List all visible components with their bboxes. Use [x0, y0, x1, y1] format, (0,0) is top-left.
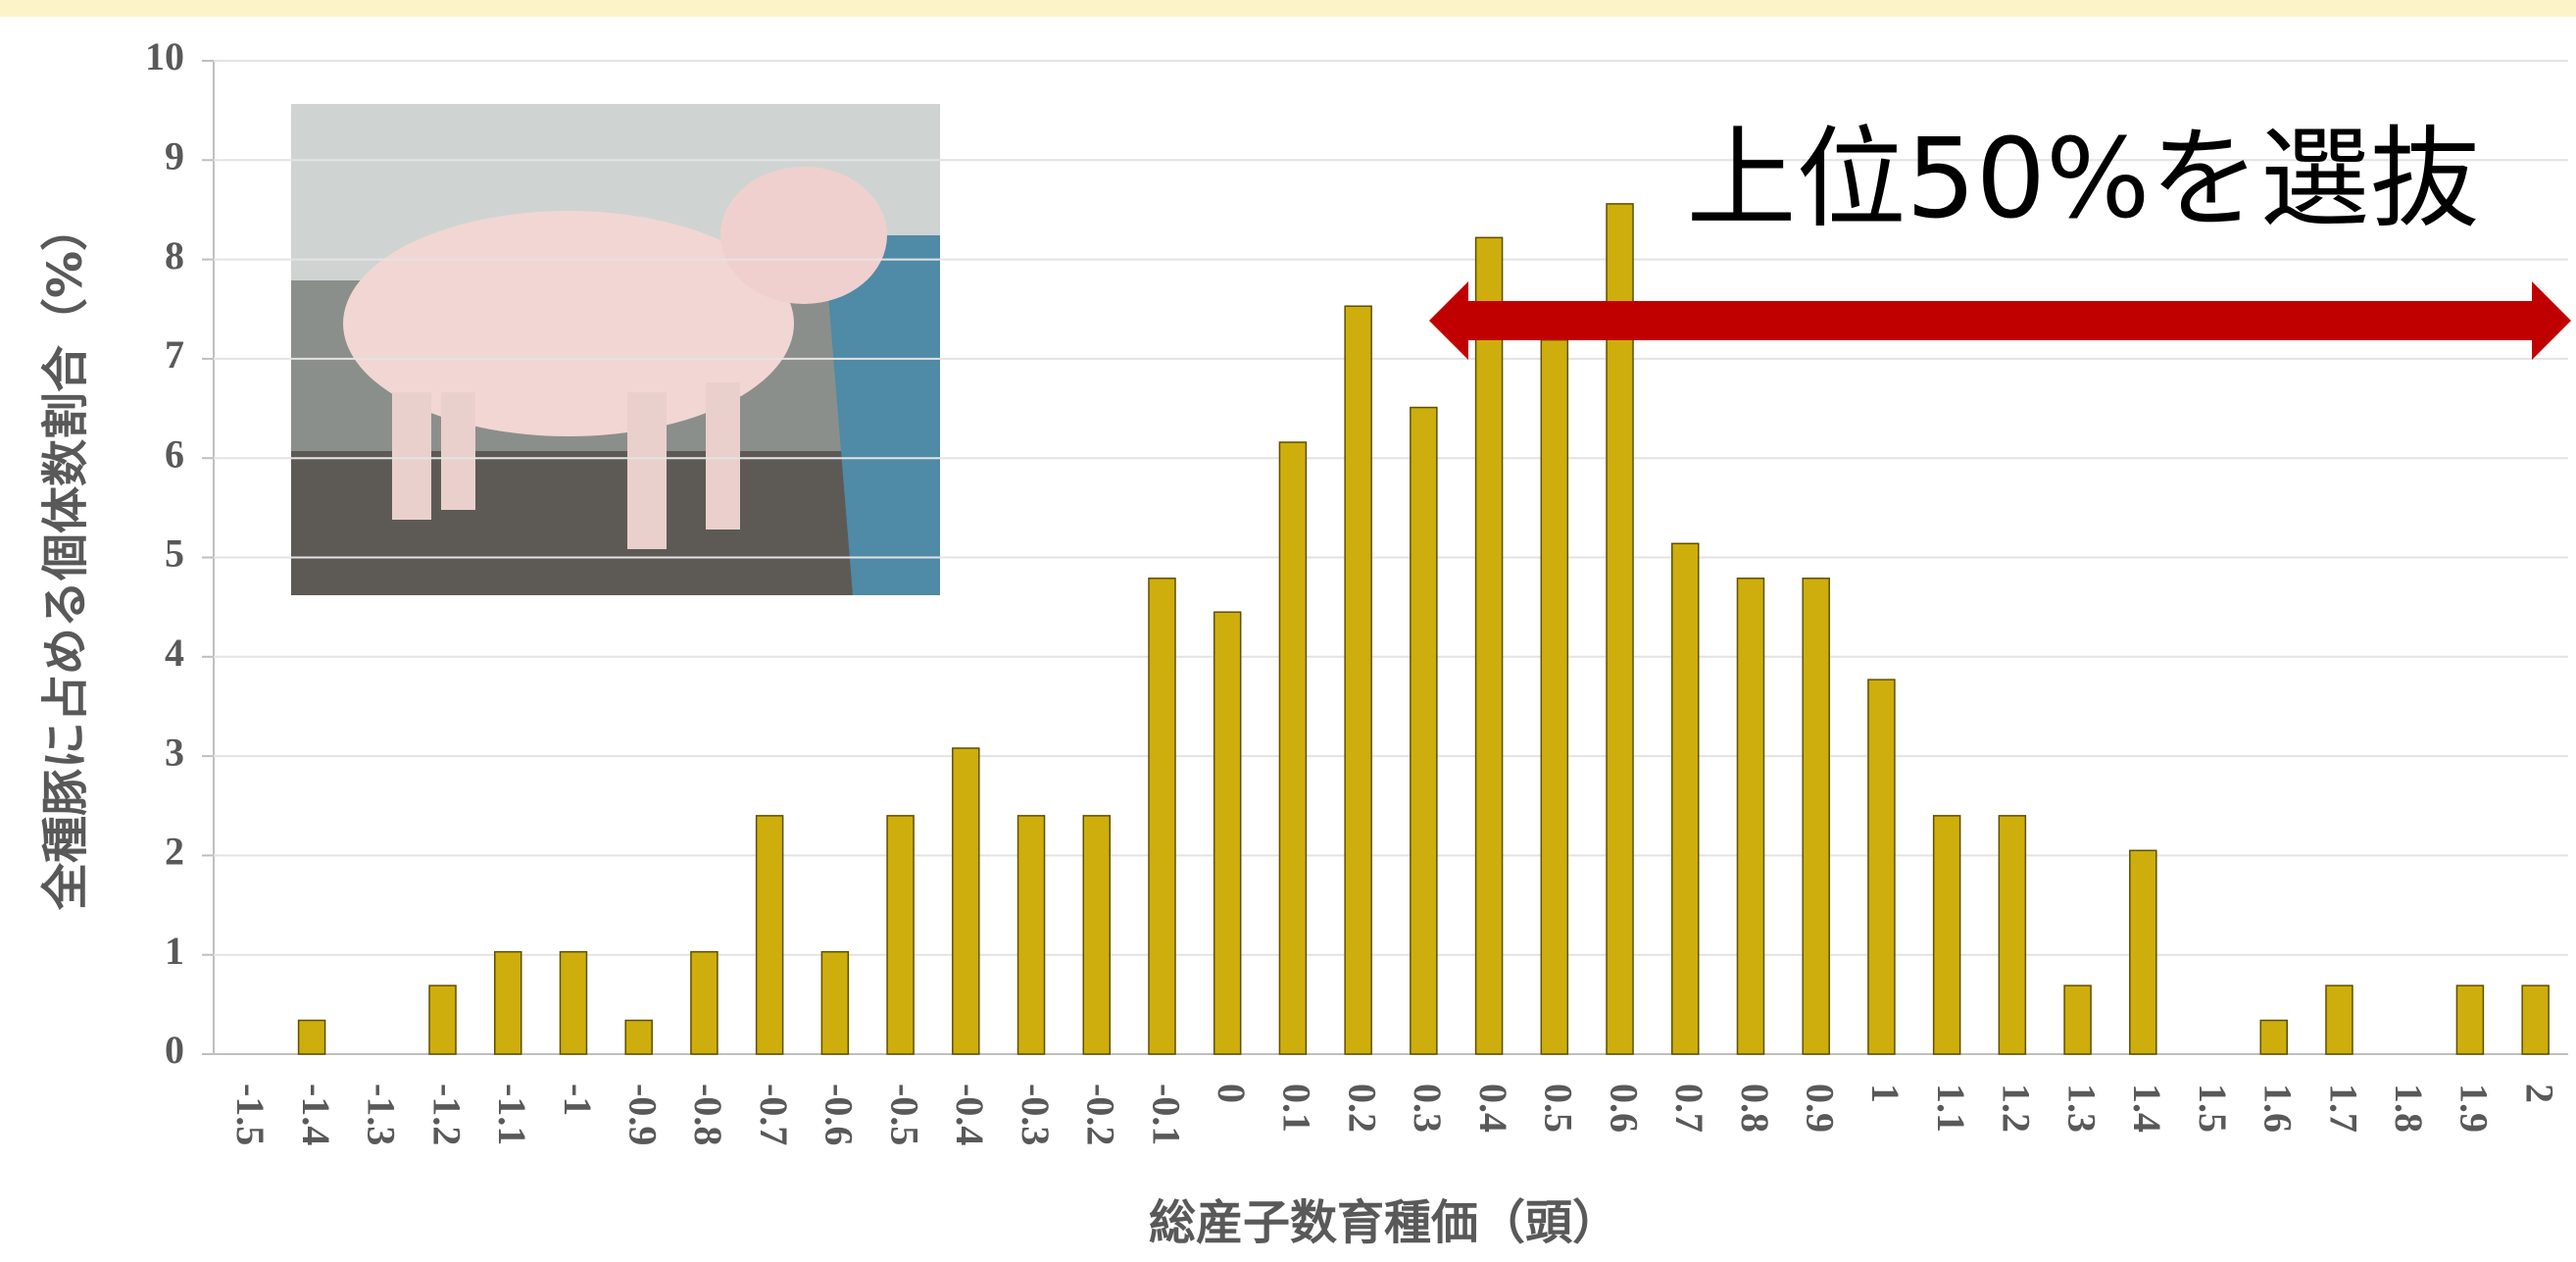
bar	[1410, 406, 1438, 1055]
bar	[886, 815, 915, 1055]
y-tick-label: 1	[165, 929, 184, 973]
y-tick-label: 2	[165, 830, 184, 874]
bar	[624, 1019, 653, 1055]
x-tick-label: 2	[2517, 1084, 2561, 1103]
x-tick-label: -1.2	[424, 1084, 469, 1145]
bar	[1998, 815, 2027, 1055]
bar	[2259, 1019, 2288, 1055]
y-axis-label: 全種豚に占める個体数割合（%）	[38, 204, 93, 911]
x-tick-label: -1.5	[228, 1084, 272, 1145]
bar	[1606, 203, 1634, 1055]
bar	[1802, 578, 1830, 1055]
x-tick-label: 0.7	[1667, 1084, 1711, 1133]
bar	[2455, 984, 2485, 1055]
x-tick-label: 1.4	[2125, 1084, 2169, 1133]
x-tick-label: 1.9	[2452, 1084, 2497, 1133]
bar	[952, 747, 980, 1055]
x-tick-label: -0.8	[686, 1084, 730, 1145]
bar	[1867, 679, 1896, 1055]
bar	[428, 984, 457, 1055]
y-tick-label: 7	[165, 332, 184, 377]
selection-arrow	[1429, 281, 2571, 360]
bar	[494, 950, 522, 1055]
bar	[2521, 984, 2550, 1055]
top-band	[0, 0, 2576, 17]
y-tick-label: 6	[165, 431, 184, 476]
y-tick-label: 4	[165, 631, 184, 675]
y-tick-label: 9	[165, 133, 184, 177]
x-tick-label: 1.7	[2321, 1084, 2365, 1133]
x-tick-label: 0.3	[1406, 1084, 1450, 1133]
x-tick-label: -1	[556, 1084, 600, 1116]
annotation: 上位50%を選抜	[1687, 116, 2480, 243]
y-tick-label: 10	[145, 34, 184, 78]
x-tick-label: 1	[1863, 1084, 1907, 1103]
x-tick-label: 1.6	[2256, 1084, 2301, 1133]
y-tick-label: 3	[165, 730, 184, 774]
bar	[2325, 984, 2353, 1055]
pig-photo	[291, 104, 940, 595]
bar	[1148, 578, 1176, 1055]
x-tick-label: 0.6	[1602, 1084, 1646, 1133]
x-tick-label: 1.2	[1995, 1084, 2039, 1133]
x-tick-label: 1.3	[2059, 1084, 2104, 1133]
x-tick-label: -0.9	[621, 1084, 666, 1145]
y-tick-label: 5	[165, 531, 184, 576]
bar	[1540, 338, 1569, 1055]
bar	[820, 950, 850, 1055]
bar	[1278, 441, 1308, 1055]
bar	[2129, 849, 2157, 1055]
bar	[755, 815, 784, 1055]
bar	[2063, 984, 2092, 1055]
x-tick-label: 0.4	[1471, 1084, 1515, 1133]
x-tick-label: 1.5	[2191, 1084, 2235, 1133]
bar	[1736, 578, 1765, 1055]
bar	[1344, 305, 1372, 1055]
x-tick-label: -0.3	[1014, 1084, 1058, 1145]
x-tick-label: -0.6	[817, 1084, 862, 1145]
x-tick-label: 1.1	[1929, 1084, 1973, 1133]
bar	[297, 1019, 326, 1055]
x-tick-label: 0.1	[1275, 1084, 1319, 1133]
x-tick-label: -1.1	[490, 1084, 534, 1145]
x-tick-label: 0.2	[1340, 1084, 1384, 1133]
bar	[1474, 236, 1504, 1055]
bar	[1213, 611, 1242, 1055]
x-tick-label: 0.9	[1799, 1084, 1843, 1133]
bar	[690, 950, 718, 1055]
x-axis-label: 総産子数育種価（頭）	[1149, 1195, 1619, 1250]
bar	[559, 950, 588, 1055]
x-tick-label: -0.1	[1144, 1084, 1188, 1145]
bar	[1932, 815, 1961, 1055]
x-tick-label: -0.2	[1079, 1084, 1123, 1145]
bar	[1671, 542, 1700, 1055]
y-tick-label: 8	[165, 233, 184, 278]
x-tick-label: -1.3	[360, 1084, 404, 1145]
bar	[1016, 815, 1046, 1055]
y-tick-label: 0	[165, 1028, 184, 1072]
x-tick-label: -0.4	[948, 1084, 992, 1145]
x-tick-label: -0.7	[752, 1084, 796, 1145]
x-tick-label: -1.4	[294, 1084, 338, 1145]
x-tick-label: 0	[1210, 1084, 1254, 1103]
x-tick-label: 1.8	[2387, 1084, 2431, 1133]
x-tick-label: 0.8	[1733, 1084, 1777, 1133]
bar	[1082, 815, 1111, 1055]
x-tick-label: 0.5	[1537, 1084, 1581, 1133]
x-tick-label: -0.5	[882, 1084, 926, 1145]
